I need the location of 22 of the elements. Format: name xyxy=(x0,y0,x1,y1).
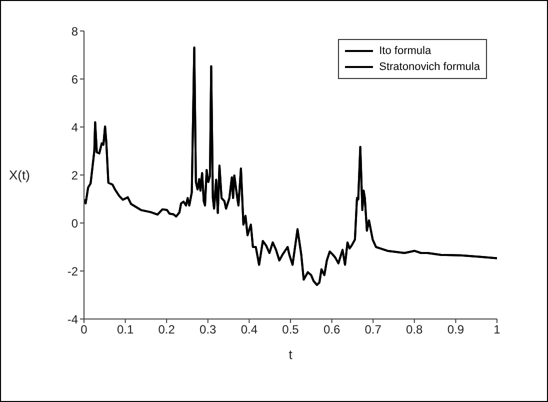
x-axis-title: t xyxy=(288,347,293,362)
x-tick-label: 0.1 xyxy=(116,322,134,337)
y-tick-label: -2 xyxy=(67,264,78,278)
x-tick-label: 0.4 xyxy=(240,322,258,337)
y-tick-label: 2 xyxy=(71,168,78,182)
y-tick-label: 4 xyxy=(71,120,78,134)
y-tick-label: 0 xyxy=(71,216,78,230)
x-tick-label: 0 xyxy=(80,322,88,337)
legend-label: Ito formula xyxy=(379,44,432,59)
x-tick-label: 0.6 xyxy=(323,322,340,337)
y-tick-label: -4 xyxy=(67,312,78,326)
y-tick-label: 6 xyxy=(71,72,78,86)
y-axis-title: X(t) xyxy=(9,168,30,183)
x-tick-label: 0.3 xyxy=(200,322,217,337)
x-tick-label: 0.9 xyxy=(447,322,464,337)
y-tick-label: 8 xyxy=(71,24,78,38)
legend-label: Stratonovich formula xyxy=(379,60,480,75)
x-tick-label: 0.7 xyxy=(364,322,382,337)
x-tick-label: 0.2 xyxy=(158,322,176,337)
x-tick-label: 0.5 xyxy=(282,322,300,337)
x-tick-label: 1 xyxy=(494,322,501,337)
x-tick-label: 0.8 xyxy=(406,322,424,337)
